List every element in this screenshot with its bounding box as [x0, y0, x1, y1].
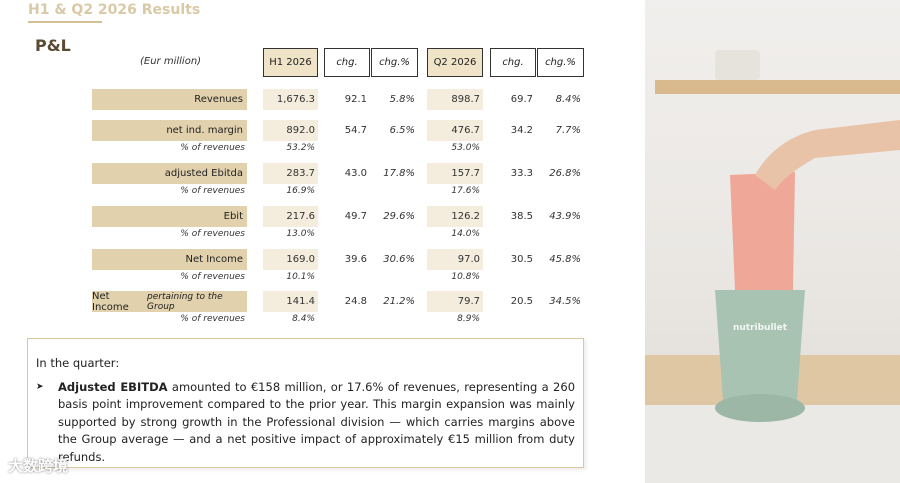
brand-label: nutribullet: [733, 323, 788, 333]
row-label-text: Ebit: [223, 211, 243, 222]
row-label: Revenues: [92, 89, 247, 110]
note-box: In the quarter: ➤ Adjusted EBITDA amount…: [27, 338, 584, 468]
table-cell: 157.7: [427, 163, 483, 184]
table-cell: 1,676.3: [263, 89, 318, 110]
table-cell: 169.0: [263, 249, 318, 270]
row-label: Net Income pertaining to the Group: [92, 290, 247, 313]
table-cell: 34.5%: [549, 296, 581, 307]
sub-label: % of revenues: [180, 314, 245, 324]
note-bullet: ➤ Adjusted EBITDA amounted to €158 milli…: [36, 379, 575, 467]
sub-cell: 8.9%: [457, 314, 480, 324]
title-rule: [28, 21, 102, 23]
sub-cell: 53.0%: [451, 143, 480, 153]
table-cell: 38.5: [510, 211, 533, 222]
watermark: 大数跨境: [8, 457, 69, 475]
table-cell: 79.7: [427, 291, 483, 312]
table-cell: 92.1: [344, 94, 367, 105]
sub-label: % of revenues: [180, 272, 245, 282]
row-label-text: Net Income: [92, 290, 129, 313]
bullet-lead: Adjusted EBITDA: [58, 379, 168, 394]
table-cell: 69.7: [510, 94, 533, 105]
sub-label: % of revenues: [180, 186, 245, 196]
row-label: Net Income: [92, 249, 247, 270]
shelf: [655, 80, 900, 94]
sub-cell: 17.6%: [451, 186, 480, 196]
column-header: Q2 2026: [427, 48, 483, 77]
section-title: P&L: [35, 36, 71, 55]
row-label-text: adjusted Ebitda: [164, 168, 243, 179]
table-cell: 97.0: [427, 249, 483, 270]
blender-cup: [730, 172, 795, 290]
unit-label: (Eur million): [140, 56, 202, 67]
blender-foot: [715, 394, 805, 422]
row-label: adjusted Ebitda: [92, 163, 247, 184]
bowl: [715, 50, 760, 80]
hand: [755, 120, 900, 190]
table-cell: 29.6%: [383, 211, 415, 222]
sub-label: % of revenues: [180, 229, 245, 239]
table-cell: 141.4: [263, 291, 318, 312]
row-label-text: Net Income: [185, 254, 243, 265]
sub-cell: 8.4%: [292, 314, 315, 324]
table-cell: 283.7: [263, 163, 318, 184]
table-cell: 45.8%: [549, 254, 581, 265]
bullet-body: Adjusted EBITDA amounted to €158 million…: [58, 379, 575, 467]
sub-label: % of revenues: [180, 143, 245, 153]
table-cell: 43.9%: [549, 211, 581, 222]
table-cell: 30.5: [510, 254, 533, 265]
bullet-icon: ➤: [36, 381, 44, 392]
row-label: net ind. margin: [92, 120, 247, 141]
table-cell: 21.2%: [383, 296, 415, 307]
sub-cell: 16.9%: [286, 186, 315, 196]
column-header: chg.%: [537, 48, 584, 77]
row-label: Ebit: [92, 206, 247, 227]
sub-cell: 53.2%: [286, 143, 315, 153]
table-cell: 5.8%: [389, 94, 415, 105]
table-cell: 20.5: [510, 296, 533, 307]
table-cell: 30.6%: [383, 254, 415, 265]
sub-cell: 10.8%: [451, 272, 480, 282]
photo-illustration: nutribullet: [645, 50, 900, 483]
page-title: H1 & Q2 2026 Results: [28, 2, 201, 18]
blender-base: [715, 290, 805, 400]
table-cell: 49.7: [344, 211, 367, 222]
column-header: H1 2026: [263, 48, 318, 77]
column-header: chg.: [490, 48, 536, 77]
table-cell: 33.3: [510, 168, 533, 179]
table-cell: 39.6: [344, 254, 367, 265]
table-cell: 26.8%: [549, 168, 581, 179]
note-heading: In the quarter:: [36, 356, 120, 370]
table-cell: 17.8%: [383, 168, 415, 179]
bullet-text: amounted to €158 million, or 17.6% of re…: [58, 379, 576, 464]
product-photo: nutribullet: [645, 0, 900, 483]
table-cell: 34.2: [510, 125, 533, 136]
table-cell: 7.7%: [555, 125, 581, 136]
sub-cell: 10.1%: [286, 272, 315, 282]
table-cell: 476.7: [427, 120, 483, 141]
table-cell: 126.2: [427, 206, 483, 227]
table-cell: 54.7: [344, 125, 367, 136]
sub-cell: 14.0%: [451, 229, 480, 239]
column-header: chg.: [324, 48, 370, 77]
column-header: chg.%: [371, 48, 418, 77]
table-cell: 24.8: [344, 296, 367, 307]
table-cell: 8.4%: [555, 94, 581, 105]
table-cell: 892.0: [263, 120, 318, 141]
table-cell: 6.5%: [389, 125, 415, 136]
table-cell: 43.0: [344, 168, 367, 179]
table-cell: 898.7: [427, 89, 483, 110]
row-label-text: Revenues: [194, 94, 243, 105]
table-cell: 217.6: [263, 206, 318, 227]
row-label-italic: pertaining to the Group: [147, 291, 223, 312]
sub-cell: 13.0%: [286, 229, 315, 239]
row-label-text: net ind. margin: [166, 125, 243, 136]
